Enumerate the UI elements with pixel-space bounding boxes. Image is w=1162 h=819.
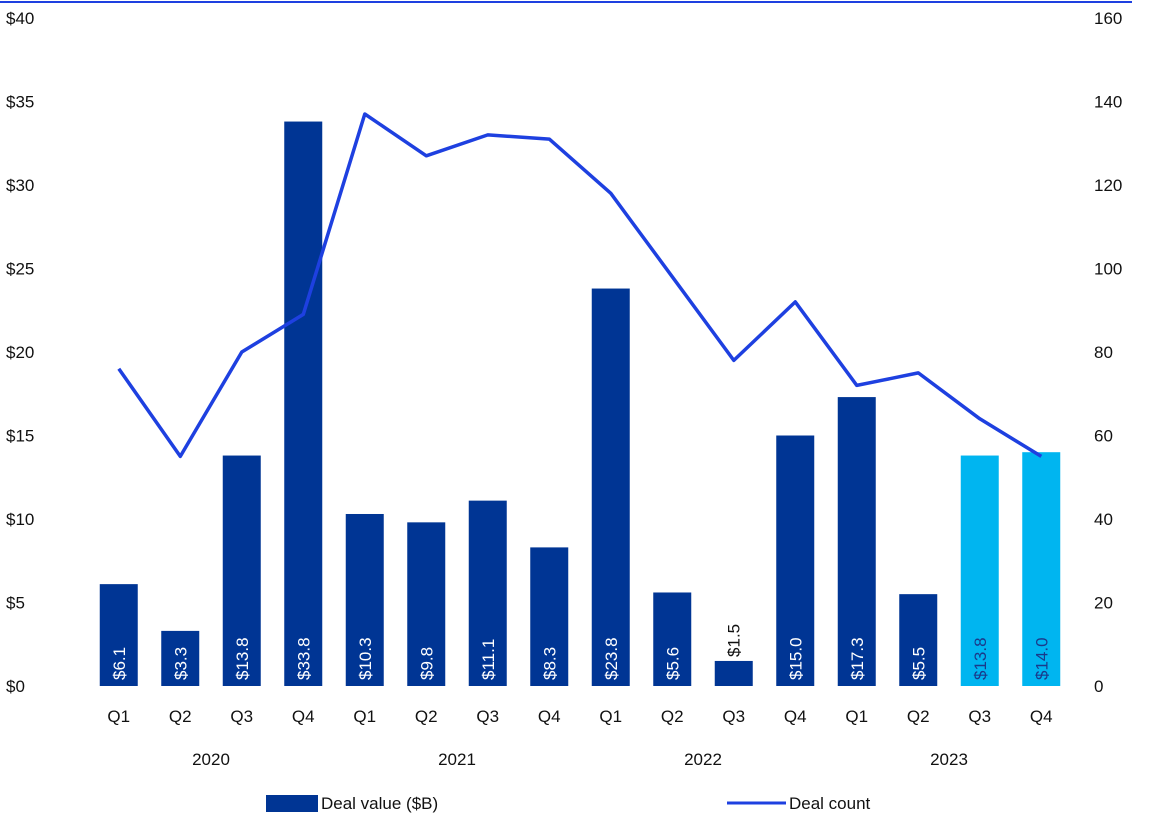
x-tick-label: Q3 (230, 707, 253, 726)
bar (837, 397, 876, 686)
bar (653, 592, 692, 686)
bar-value-label: $1.5 (725, 624, 744, 657)
left-axis: $0 $5 $10 $15 $20 $25 $30 $35 $40 (6, 9, 34, 696)
x-tick-label: Q3 (476, 707, 499, 726)
left-tick-label: $10 (6, 510, 34, 529)
x-tick-label: Q2 (415, 707, 438, 726)
right-tick-label: 0 (1094, 677, 1103, 696)
bar-value-label: $5.6 (663, 647, 682, 680)
bar-value-label: $10.3 (356, 637, 375, 680)
right-tick-label: 60 (1094, 427, 1113, 446)
bar-value-label: $15.0 (786, 637, 805, 680)
bar (407, 522, 446, 686)
x-tick-label: Q2 (169, 707, 192, 726)
x-group-label: 2021 (438, 750, 476, 769)
bar-value-label: $5.5 (909, 647, 928, 680)
right-tick-label: 80 (1094, 343, 1113, 362)
x-axis: Q1 Q2 Q3 Q4 Q1 Q2 Q3 Q4 Q1 Q2 Q3 Q4 Q1 Q2 Q3 Q4 2020 2021… (107, 707, 1052, 769)
right-tick-label: 20 (1094, 594, 1113, 613)
legend: Deal value ($B) Deal count (266, 794, 871, 813)
x-tick-label: Q1 (107, 707, 130, 726)
x-tick-label: Q2 (907, 707, 930, 726)
left-tick-label: $5 (6, 594, 25, 613)
bar (899, 594, 938, 686)
left-tick-label: $0 (6, 677, 25, 696)
bar (222, 455, 261, 686)
right-tick-label: 40 (1094, 510, 1113, 529)
legend-label-deal-value: Deal value ($B) (321, 794, 438, 813)
bar (714, 660, 753, 686)
left-tick-label: $40 (6, 9, 34, 28)
bar-series (99, 121, 1061, 687)
left-tick-label: $35 (6, 93, 34, 112)
bar-value-label: $9.8 (417, 647, 436, 680)
bar-value-label: $23.8 (602, 637, 621, 680)
x-tick-label: Q4 (784, 707, 807, 726)
bar (284, 121, 323, 687)
bar-value-label: $13.8 (233, 637, 252, 680)
x-tick-label: Q4 (292, 707, 315, 726)
legend-swatch-deal-value (266, 795, 318, 812)
bar-value-label: $13.8 (971, 637, 990, 680)
bar (99, 584, 138, 686)
right-tick-label: 140 (1094, 93, 1122, 112)
right-tick-label: 120 (1094, 176, 1122, 195)
bar (1022, 452, 1061, 686)
bar-value-label: $6.1 (110, 647, 129, 680)
x-tick-label: Q2 (661, 707, 684, 726)
line-series (117, 112, 1043, 459)
x-tick-label: Q3 (968, 707, 991, 726)
right-axis: 0 20 40 60 80 100 120 140 160 (1094, 9, 1122, 696)
bar (468, 500, 507, 686)
x-group-label: 2022 (684, 750, 722, 769)
x-group-label: 2020 (192, 750, 230, 769)
bar (161, 630, 200, 686)
right-tick-label: 160 (1094, 9, 1122, 28)
bar (345, 513, 384, 686)
deal-count-line (117, 112, 1043, 459)
left-tick-label: $15 (6, 427, 34, 446)
x-tick-label: Q4 (538, 707, 561, 726)
x-tick-label: Q3 (722, 707, 745, 726)
bar-labels: $6.1 $3.3 $13.8 $33.8 $10.3 $9.8 $11.1 $8.3 $23.… (110, 624, 1052, 680)
bar (776, 435, 815, 686)
left-tick-label: $20 (6, 343, 34, 362)
x-tick-label: Q1 (599, 707, 622, 726)
x-tick-label: Q1 (353, 707, 376, 726)
bar (530, 547, 569, 686)
legend-label-deal-count: Deal count (789, 794, 871, 813)
bar (591, 288, 630, 686)
bar-value-label: $17.3 (848, 637, 867, 680)
bar-value-label: $14.0 (1032, 637, 1051, 680)
left-tick-label: $25 (6, 260, 34, 279)
bar-value-label: $11.1 (479, 639, 498, 680)
x-tick-label: Q1 (845, 707, 868, 726)
left-tick-label: $30 (6, 176, 34, 195)
x-group-label: 2023 (930, 750, 968, 769)
bar-value-label: $3.3 (171, 647, 190, 680)
bar-value-label: $8.3 (540, 647, 559, 680)
bar (960, 455, 999, 686)
right-tick-label: 100 (1094, 260, 1122, 279)
bar-value-label: $33.8 (294, 637, 313, 680)
x-tick-label: Q4 (1030, 707, 1053, 726)
